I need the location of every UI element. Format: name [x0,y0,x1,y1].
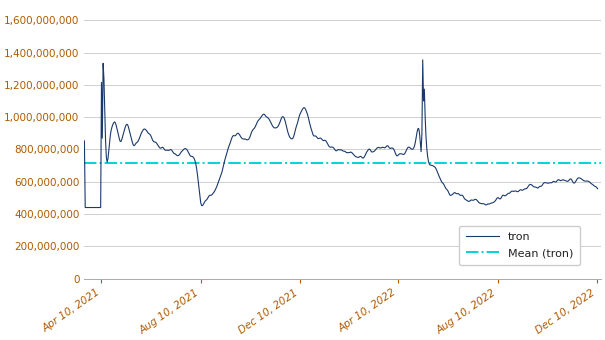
Legend: tron, Mean (tron): tron, Mean (tron) [459,226,580,265]
Line: tron: tron [85,60,598,207]
